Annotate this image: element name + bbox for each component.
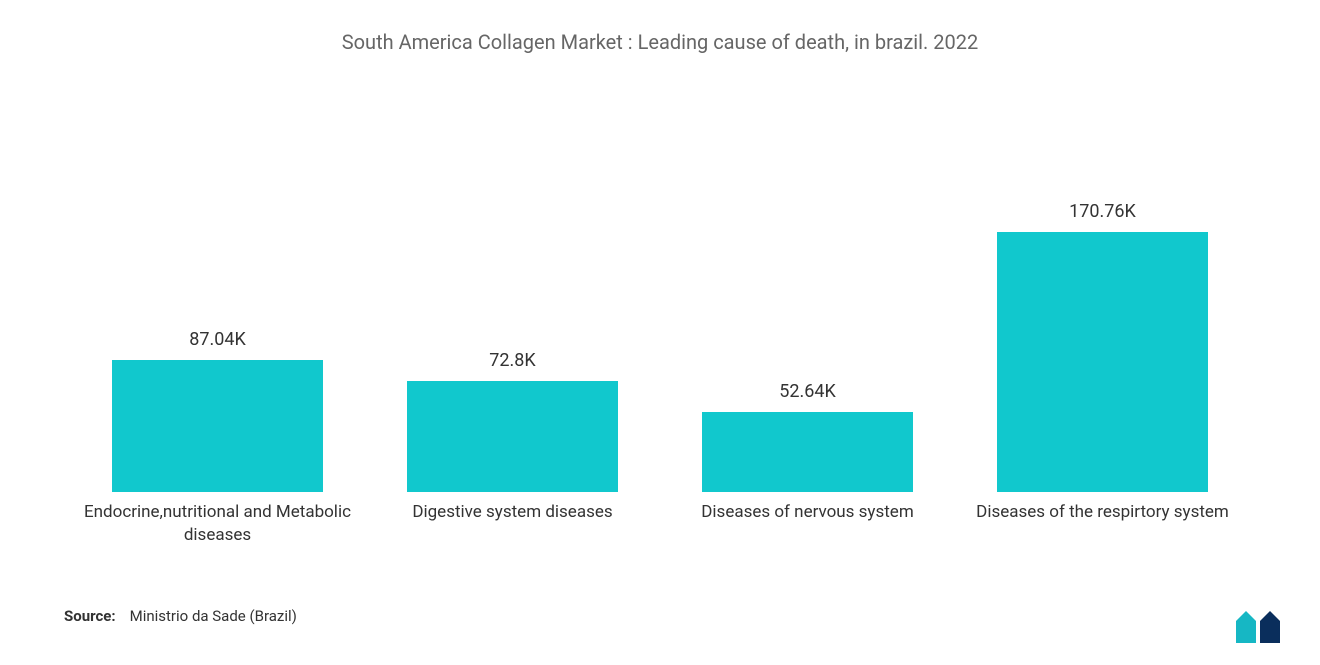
x-axis-label: Diseases of the respirtory system [967,501,1238,547]
chart-container: South America Collagen Market : Leading … [0,0,1320,665]
bar [112,360,324,493]
bar [407,381,619,492]
bar [702,412,914,492]
bar-group: 52.64K [672,381,943,492]
brand-logo [1234,609,1290,645]
bar-group: 170.76K [967,201,1238,492]
source-label: Source: [64,607,116,625]
bar-value-label: 52.64K [779,381,836,402]
source-text: Ministrio da Sade (Brazil) [130,607,297,625]
bar-group: 72.8K [377,350,648,492]
chart-title: South America Collagen Market : Leading … [60,30,1260,54]
bar-value-label: 72.8K [489,350,535,371]
x-axis-labels: Endocrine,nutritional and Metabolic dise… [60,501,1260,547]
x-axis-label: Endocrine,nutritional and Metabolic dise… [82,501,353,547]
bar-group: 87.04K [82,329,353,493]
plot-area: 87.04K 72.8K 52.64K 170.76K [60,94,1260,493]
bar-value-label: 87.04K [189,329,246,350]
bar [997,232,1209,492]
source-row: Source: Ministrio da Sade (Brazil) [60,607,1260,625]
bar-value-label: 170.76K [1069,201,1136,222]
x-axis-label: Diseases of nervous system [672,501,943,547]
x-axis-label: Digestive system diseases [377,501,648,547]
